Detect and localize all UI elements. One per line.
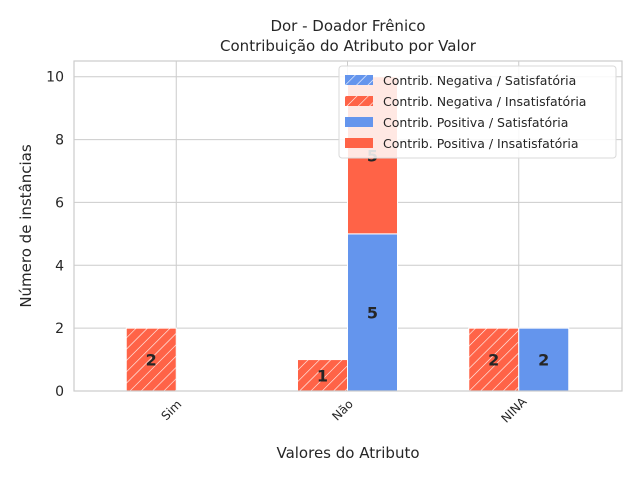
y-tick-label: 8 <box>55 133 64 149</box>
legend-entry-label: Contrib. Negativa / Insatisfatória <box>383 94 586 109</box>
x-tick-label: Não <box>329 397 356 424</box>
legend-swatch-hatch <box>345 75 373 85</box>
x-tick-label: NINA <box>498 394 529 425</box>
legend-swatch <box>345 117 373 127</box>
bar-segment <box>518 327 570 392</box>
y-tick-label: 0 <box>55 384 64 400</box>
plot-frame <box>73 60 623 392</box>
chart-title-line1: Dor - Doador Frênico <box>270 17 425 35</box>
bar-data-label: 2 <box>488 351 499 370</box>
bar-hatch <box>468 328 519 391</box>
legend-entry-label: Contrib. Negativa / Satisfatória <box>383 73 576 88</box>
bar-segment <box>347 233 398 392</box>
bar-data-label: 2 <box>146 351 157 370</box>
bar-data-label: 5 <box>367 303 378 322</box>
y-tick-label: 10 <box>46 70 64 86</box>
legend-swatch <box>345 138 373 148</box>
y-axis-label: Número de instâncias <box>17 144 35 308</box>
chart-title-line2: Contribuição do Atributo por Valor <box>220 37 477 55</box>
bar-data-label: 1 <box>317 366 328 385</box>
legend-swatch-hatch <box>345 96 373 106</box>
bar-data-label: 2 <box>538 351 549 370</box>
bar-hatch <box>297 359 348 391</box>
y-tick-label: 4 <box>55 258 64 274</box>
x-tick-label: Sim <box>158 397 184 423</box>
legend-entry-label: Contrib. Positiva / Satisfatória <box>383 115 568 130</box>
y-tick-label: 6 <box>55 195 64 211</box>
x-axis-label: Valores do Atributo <box>276 444 419 462</box>
legend-entry-label: Contrib. Positiva / Insatisfatória <box>383 136 579 151</box>
y-tick-label: 2 <box>55 321 64 337</box>
legend-box <box>338 65 617 159</box>
bar-hatch <box>126 328 177 391</box>
